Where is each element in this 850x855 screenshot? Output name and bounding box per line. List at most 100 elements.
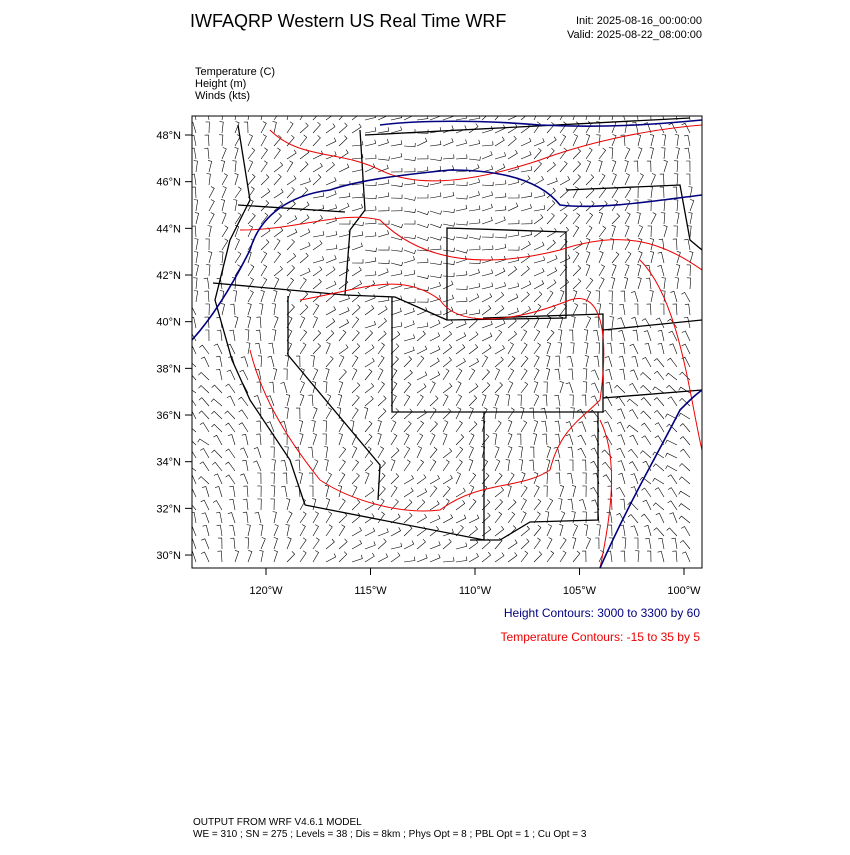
- wind-barb: [390, 282, 402, 290]
- wind-barb: [192, 511, 197, 524]
- wind-barb: [572, 148, 582, 160]
- wind-barb: [631, 317, 639, 329]
- wind-barb: [377, 220, 390, 225]
- wind-barb: [546, 136, 557, 147]
- wind-barb: [351, 193, 364, 199]
- wind-barb: [325, 407, 332, 420]
- border: [565, 184, 702, 251]
- wind-barb: [193, 199, 199, 212]
- wind-barb: [442, 448, 453, 459]
- wind-barb: [585, 200, 595, 212]
- wind-barb: [565, 382, 574, 394]
- wind-barb: [192, 344, 197, 355]
- wind-barb: [403, 142, 416, 148]
- wind-barb: [234, 316, 239, 329]
- wind-barb: [455, 204, 468, 212]
- wind-barb: [533, 394, 540, 407]
- wind-barb: [364, 472, 370, 485]
- wind-barb: [260, 174, 270, 186]
- wind-barb: [299, 511, 307, 524]
- wind-barb: [202, 524, 210, 537]
- wind-barb: [624, 173, 630, 186]
- wind-barb: [665, 413, 678, 420]
- wind-barb: [611, 225, 616, 238]
- wind-barb: [205, 303, 210, 316]
- wind-barb: [234, 212, 242, 225]
- wind-barb: [403, 356, 413, 368]
- wind-barb: [614, 384, 626, 394]
- wind-barb: [246, 316, 252, 329]
- wind-barb: [481, 320, 493, 329]
- wind-barb: [646, 303, 652, 316]
- wind-barb: [429, 140, 442, 147]
- wind-barb: [273, 290, 278, 303]
- wind-barb: [627, 514, 639, 524]
- wind-barb: [641, 422, 652, 433]
- wind-barb: [569, 394, 574, 407]
- wind-barb: [338, 472, 346, 485]
- wind-barb: [403, 334, 415, 342]
- wind-barb: [626, 424, 639, 433]
- wind-barb: [217, 537, 223, 550]
- wind-barb: [598, 200, 608, 212]
- wind-barb: [533, 537, 541, 550]
- wind-barb: [338, 163, 350, 173]
- wind-barb: [652, 502, 665, 511]
- wind-barb: [204, 316, 210, 329]
- wind-barb: [364, 257, 377, 264]
- wind-barb: [546, 161, 556, 173]
- wind-barb: [667, 318, 678, 329]
- wind-barb: [325, 216, 337, 225]
- wind-barb: [280, 382, 288, 394]
- wind-barb: [559, 381, 564, 394]
- wind-barb: [210, 398, 223, 407]
- wind-barb: [507, 165, 519, 173]
- wind-barb: [247, 550, 253, 563]
- wind-barb: [455, 181, 468, 186]
- wind-barb: [596, 524, 601, 537]
- wind-barb: [520, 355, 529, 368]
- wind-barb: [520, 219, 533, 225]
- wind-barb: [403, 249, 416, 254]
- wind-barb: [377, 230, 389, 238]
- wind-barb: [416, 274, 429, 279]
- wind-barb: [247, 290, 254, 303]
- wind-barb: [338, 329, 347, 342]
- lat-label: 40°N: [156, 317, 181, 329]
- wind-barb: [286, 316, 293, 329]
- wind-barb: [481, 216, 493, 225]
- temperature-contours: [239, 124, 702, 568]
- wind-barb: [481, 282, 494, 290]
- wind-barb: [559, 147, 568, 160]
- wind-barb: [507, 499, 517, 511]
- wind-barb: [364, 446, 372, 459]
- wind-barb: [192, 306, 197, 316]
- wind-barb: [583, 524, 589, 537]
- wind-barb: [442, 557, 455, 563]
- wind-barb: [390, 223, 403, 229]
- wind-barb: [455, 394, 463, 407]
- wind-barb: [493, 407, 498, 420]
- wind-barb: [198, 371, 210, 381]
- wind-barb: [312, 162, 323, 173]
- wind-barb: [247, 303, 252, 316]
- wind-barb: [429, 295, 441, 303]
- border: [287, 296, 381, 501]
- wind-barb: [640, 410, 652, 420]
- wind-barb: [455, 116, 468, 121]
- wind-barb: [657, 550, 665, 563]
- wind-barb: [286, 304, 295, 316]
- wind-barb: [337, 394, 343, 407]
- wind-barb: [637, 147, 643, 160]
- wind-barb: [442, 433, 448, 446]
- wind-barb: [546, 342, 552, 355]
- wind-barb: [229, 498, 236, 511]
- wind-barb: [403, 525, 413, 537]
- wind-barb: [286, 134, 295, 147]
- wind-barb: [211, 410, 223, 420]
- wind-barb: [520, 498, 527, 511]
- wind-barb: [455, 195, 468, 200]
- wind-barb: [429, 273, 442, 279]
- state-borders: [212, 117, 702, 541]
- wind-barb: [593, 355, 600, 368]
